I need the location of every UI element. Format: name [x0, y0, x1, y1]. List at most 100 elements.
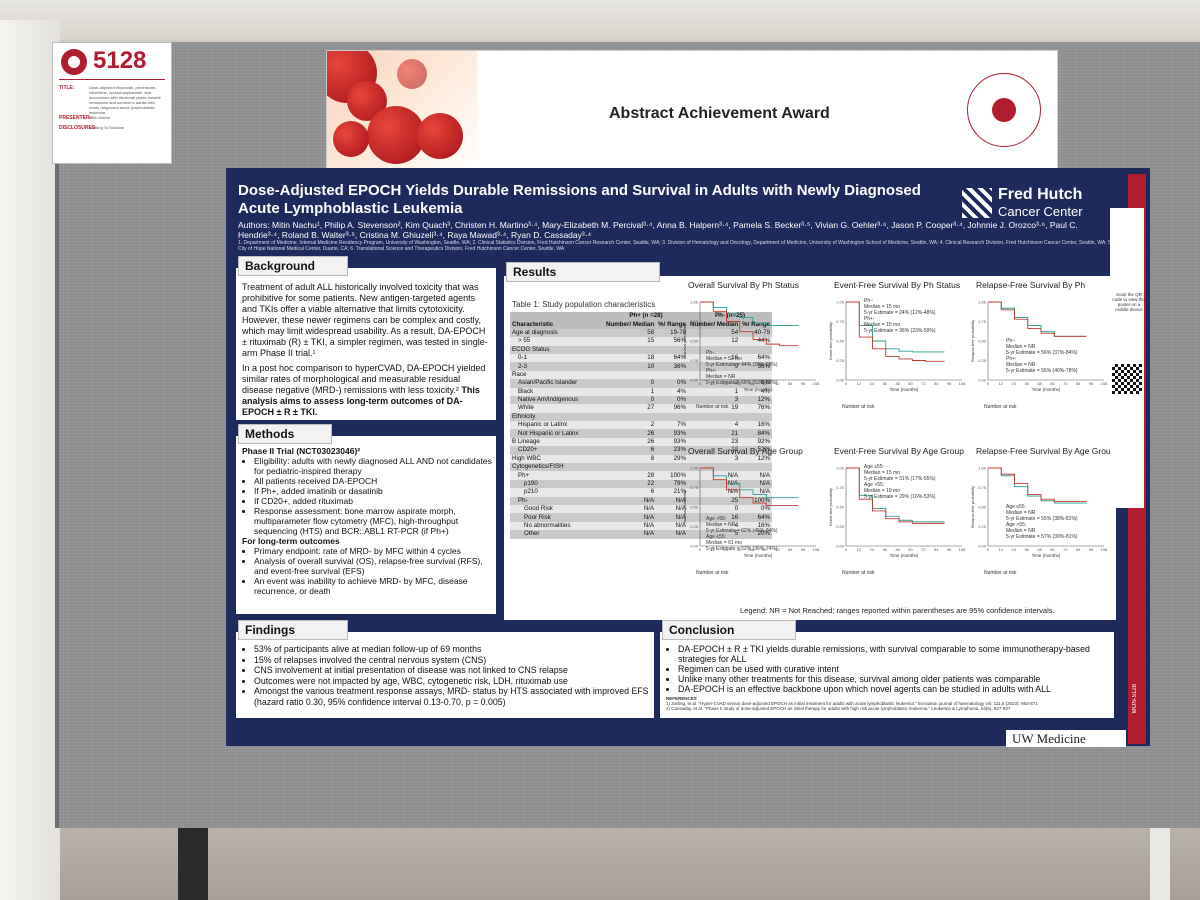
background-panel: Treatment of adult ALL historically invo…	[236, 268, 496, 420]
number-at-risk-label: Number at risk	[984, 404, 1017, 410]
table-cell: 3	[688, 454, 741, 464]
table-cell: 21	[688, 429, 741, 438]
km-annotation-line: Median = 52 mo	[706, 356, 742, 362]
conclusion-panel: DA-EPOCH ± R ± TKI yields durable remiss…	[660, 632, 1114, 718]
table-cell: Ph-	[510, 496, 604, 505]
conclusion-item: Unlike many other treatments for this di…	[678, 674, 1106, 684]
km-annotation-line: Ph+:	[706, 368, 717, 374]
findings-panel: 53% of participants alive at median foll…	[236, 632, 654, 718]
table-cell: 23%	[656, 446, 688, 455]
km-xtick: 36	[882, 381, 887, 386]
table-cell: High WBC	[510, 454, 604, 464]
table-cell: N/A	[604, 530, 657, 539]
poster-code: MON-5128	[1132, 684, 1138, 714]
table-cell: 64%	[740, 513, 772, 522]
km-xtick: 108	[813, 547, 820, 552]
km-ytick: 0.25	[690, 358, 699, 363]
table-cell: 93%	[656, 437, 688, 447]
table-row: Not Hispanic or Latinx 26 93% 21 84%	[510, 429, 772, 438]
km-plot-title: Overall Survival By Age Group	[688, 446, 803, 456]
km-ytick: 0.25	[836, 524, 845, 529]
table-group-header: Ph- (n=25)	[688, 312, 772, 321]
km-xtick: 72	[1063, 547, 1068, 552]
award-title: Abstract Achievement Award	[609, 105, 830, 122]
methods-list: Eligibility: adults with newly diagnosed…	[242, 456, 492, 536]
km-ylabel: Event-free probability	[828, 322, 833, 360]
km-ytick: 0.00	[690, 544, 699, 549]
fred-hutch-sub: Cancer Center	[998, 204, 1083, 219]
km-ytick: 0.00	[978, 378, 987, 383]
findings-item: Outcomes were not impacted by age, WBC, …	[254, 676, 652, 687]
km-xtick: 0	[699, 381, 702, 386]
km-ytick: 1.00	[690, 300, 699, 305]
km-curve	[988, 467, 1087, 504]
table-cell	[688, 345, 741, 354]
km-ytick: 0.00	[978, 544, 987, 549]
km-annotation-line: Median = NR	[706, 374, 736, 380]
table-cell: 2-3	[510, 362, 604, 371]
km-xtick: 84	[1076, 381, 1081, 386]
table-cell: 79%	[656, 479, 688, 489]
km-ytick: 0.25	[690, 524, 699, 529]
km-plot-title: Event-Free Survival By Age Group	[834, 446, 964, 456]
km-axes	[845, 468, 962, 547]
km-annotation-line: Median = NR	[1006, 344, 1036, 350]
references-header: REFERENCES	[666, 696, 697, 701]
km-plot: Event-Free Survival By Ph Status 0.00 0.25…	[828, 280, 968, 442]
table-cell: 12	[688, 337, 741, 346]
km-annotation-line: Age >55:	[706, 516, 727, 522]
table-cell: 12	[688, 446, 741, 455]
km-curve	[700, 301, 799, 326]
table-cell: Cytogenetics/FISH	[510, 463, 604, 472]
km-plot: Overall Survival By Ph Status 0.00 0.25 0.5…	[682, 280, 822, 442]
km-axes	[987, 468, 1104, 547]
km-annotation-line: 5-yr Estimate = 36% (23%-59%)	[864, 328, 936, 334]
table-cell: 23	[688, 437, 741, 447]
population-table: Ph+ (n =28) Ph- (n=25) Characteristic Numbe…	[510, 312, 772, 539]
legend-note: Legend: NR = Not Reached; ranges reporte…	[740, 606, 1055, 615]
km-xtick: 0	[845, 381, 848, 386]
km-curve	[700, 467, 799, 506]
left-wall	[0, 20, 60, 900]
table-cell: N/A	[604, 513, 657, 522]
meta-label-disclosures: DISCLOSURES:	[59, 125, 97, 131]
km-plot: Relapse-Free Survival By Ph 0.00 0.25 0.50 0…	[970, 280, 1110, 442]
table-cell: 12%	[740, 395, 772, 405]
table-row: Hispanic or Latinx 2 7% 4 16%	[510, 421, 772, 430]
km-curve	[846, 467, 945, 523]
methods-item: Analysis of overall survival (OS), relap…	[254, 556, 492, 576]
km-annotation: Ph-: Median = NR 5-yr Estimate = 56% (37%-…	[1006, 338, 1078, 374]
table-column-header: %/ Range	[740, 320, 772, 329]
table-row: > 55 15 56% 12 44%	[510, 337, 772, 346]
reference-1: 1) Zarling, et al. "Hyper-CVAD versus do…	[666, 701, 1038, 706]
km-annotation-line: 5-yr Estimate = 68% (53%-88%)	[706, 380, 778, 386]
table-cell	[656, 463, 688, 472]
table-cell: B Lineage	[510, 437, 604, 447]
table-row: B Lineage 26 93% 23 92%	[510, 437, 772, 447]
km-ytick: 1.00	[978, 466, 987, 471]
km-xtick: 72	[921, 547, 926, 552]
table-cell: 100%	[656, 471, 688, 480]
km-xtick: 0	[987, 381, 990, 386]
table-cell	[604, 345, 657, 354]
methods-item: If Ph+, added imatinib or dasatinib	[254, 486, 492, 496]
km-annotation-line: Median = 15 mo	[864, 322, 900, 328]
km-xtick: 24	[724, 547, 729, 552]
table-cell: N/A	[656, 530, 688, 539]
km-plot-title: Overall Survival By Ph Status	[688, 280, 800, 290]
table-column-header: Characteristic	[510, 320, 604, 329]
table-cell: Poor Risk	[510, 513, 604, 522]
km-xtick: 72	[775, 547, 780, 552]
table-row: Poor Risk N/A N/A 16 64%	[510, 513, 772, 522]
ash-logo	[967, 73, 1041, 147]
km-axes	[699, 468, 816, 547]
table-cell: 2	[688, 379, 741, 388]
km-xtick: 36	[1024, 547, 1029, 552]
poster-number-card: 5128 TITLE: Dose-adjusted etoposide, pre…	[52, 42, 172, 164]
table-row: 2-3 10 36% 9 36%	[510, 362, 772, 371]
qr-code[interactable]	[1112, 364, 1142, 394]
table-cell: 4%	[656, 387, 688, 396]
km-plot-svg: 0.000.250.500.751.000 12 24 36 48 60 72 84 96 108…	[682, 300, 820, 393]
table-cell: p190	[510, 479, 604, 489]
table-row: ECOG Status	[510, 345, 772, 354]
